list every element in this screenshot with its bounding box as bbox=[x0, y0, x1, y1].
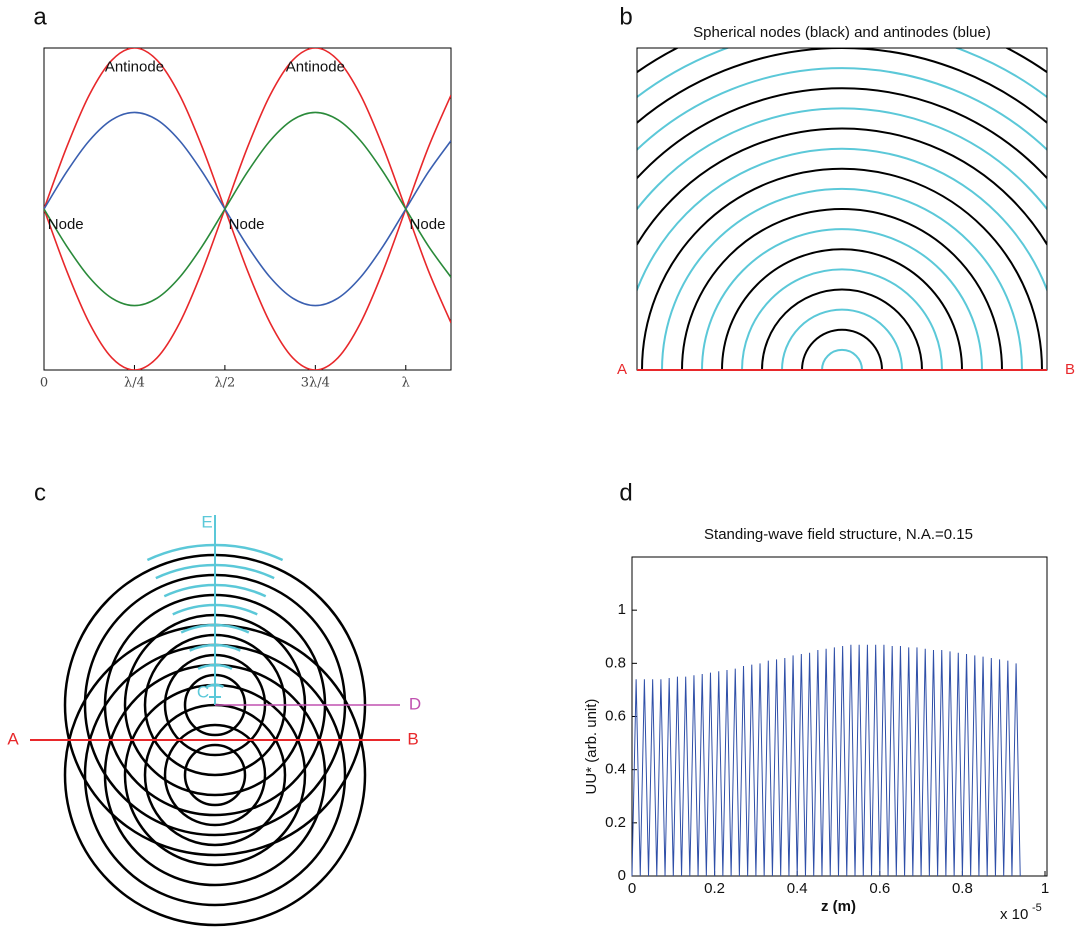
x-tick-label: λ bbox=[402, 376, 410, 391]
series-line bbox=[44, 48, 451, 370]
node-arc bbox=[641, 167, 1043, 370]
annotation: Antinode bbox=[105, 58, 164, 75]
panel-label: b bbox=[619, 3, 632, 30]
point-label: B bbox=[1065, 361, 1075, 378]
series-line bbox=[631, 644, 1021, 877]
point-label: B bbox=[407, 729, 418, 748]
node-arc bbox=[801, 328, 883, 370]
x-tick-label: 0.8 bbox=[952, 880, 973, 897]
antinode-arc bbox=[701, 228, 983, 370]
y-tick-label: 1 bbox=[618, 601, 626, 618]
antinode-arc bbox=[741, 268, 943, 370]
point-label: A bbox=[617, 361, 627, 378]
series-line bbox=[44, 48, 451, 370]
node-ring bbox=[183, 743, 247, 807]
x-multiplier-exponent: -5 bbox=[1032, 902, 1042, 914]
antinode-arc bbox=[661, 187, 1023, 370]
panel-label: a bbox=[33, 3, 47, 30]
x-tick-label: 1 bbox=[1041, 880, 1049, 897]
chart-title: Spherical nodes (black) and antinodes (b… bbox=[693, 24, 991, 41]
y-tick-label: 0.8 bbox=[605, 654, 626, 671]
y-axis-label: UU* (arb. unit) bbox=[583, 699, 600, 795]
annotation: Antinode bbox=[286, 58, 345, 75]
node-ring bbox=[163, 723, 267, 827]
node-arc bbox=[637, 127, 1047, 247]
point-label: D bbox=[409, 694, 421, 713]
y-tick-label: 0 bbox=[618, 867, 626, 884]
point-label: C bbox=[197, 682, 209, 701]
node-arc bbox=[681, 208, 1003, 370]
x-axis-label: z (m) bbox=[821, 898, 856, 915]
chart-title: Standing-wave field structure, N.A.=0.15 bbox=[704, 526, 973, 543]
antinode-arc bbox=[781, 308, 903, 370]
annotation: Node bbox=[229, 216, 265, 233]
series-group bbox=[631, 644, 1021, 877]
node-arc bbox=[637, 48, 1047, 125]
x-multiplier: x 10 bbox=[1000, 906, 1028, 923]
antinode-arc bbox=[637, 147, 1047, 293]
y-tick-label: 0.6 bbox=[605, 707, 626, 724]
antinode-arc bbox=[821, 348, 863, 370]
x-tick-label: λ/2 bbox=[214, 376, 235, 391]
point-label: E bbox=[201, 512, 212, 531]
series-line bbox=[44, 111, 451, 307]
antinode-arc bbox=[637, 107, 1047, 211]
panel-label: c bbox=[34, 479, 46, 506]
point-label: A bbox=[7, 729, 19, 748]
x-tick-label: 0 bbox=[40, 376, 48, 391]
x-tick-label: 0.4 bbox=[787, 880, 808, 897]
annotation: Node bbox=[48, 216, 84, 233]
panel-label: d bbox=[619, 479, 632, 506]
node-arc bbox=[721, 248, 963, 370]
series-line bbox=[44, 111, 451, 307]
x-tick-label: 0.2 bbox=[704, 880, 725, 897]
antinode-arc bbox=[637, 67, 1047, 152]
x-tick-label: 3λ/4 bbox=[301, 376, 330, 391]
node-arc bbox=[761, 288, 923, 370]
series-group bbox=[44, 48, 451, 370]
node-arc bbox=[637, 87, 1047, 180]
x-tick-label: λ/4 bbox=[124, 376, 145, 391]
annotation: Node bbox=[410, 216, 446, 233]
y-tick-label: 0.4 bbox=[605, 761, 626, 778]
arcs-group bbox=[637, 48, 1047, 370]
plot-frame bbox=[43, 47, 452, 371]
x-tick-label: 0.6 bbox=[869, 880, 890, 897]
y-tick-label: 0.2 bbox=[605, 814, 626, 831]
x-tick-label: 0 bbox=[628, 880, 636, 897]
